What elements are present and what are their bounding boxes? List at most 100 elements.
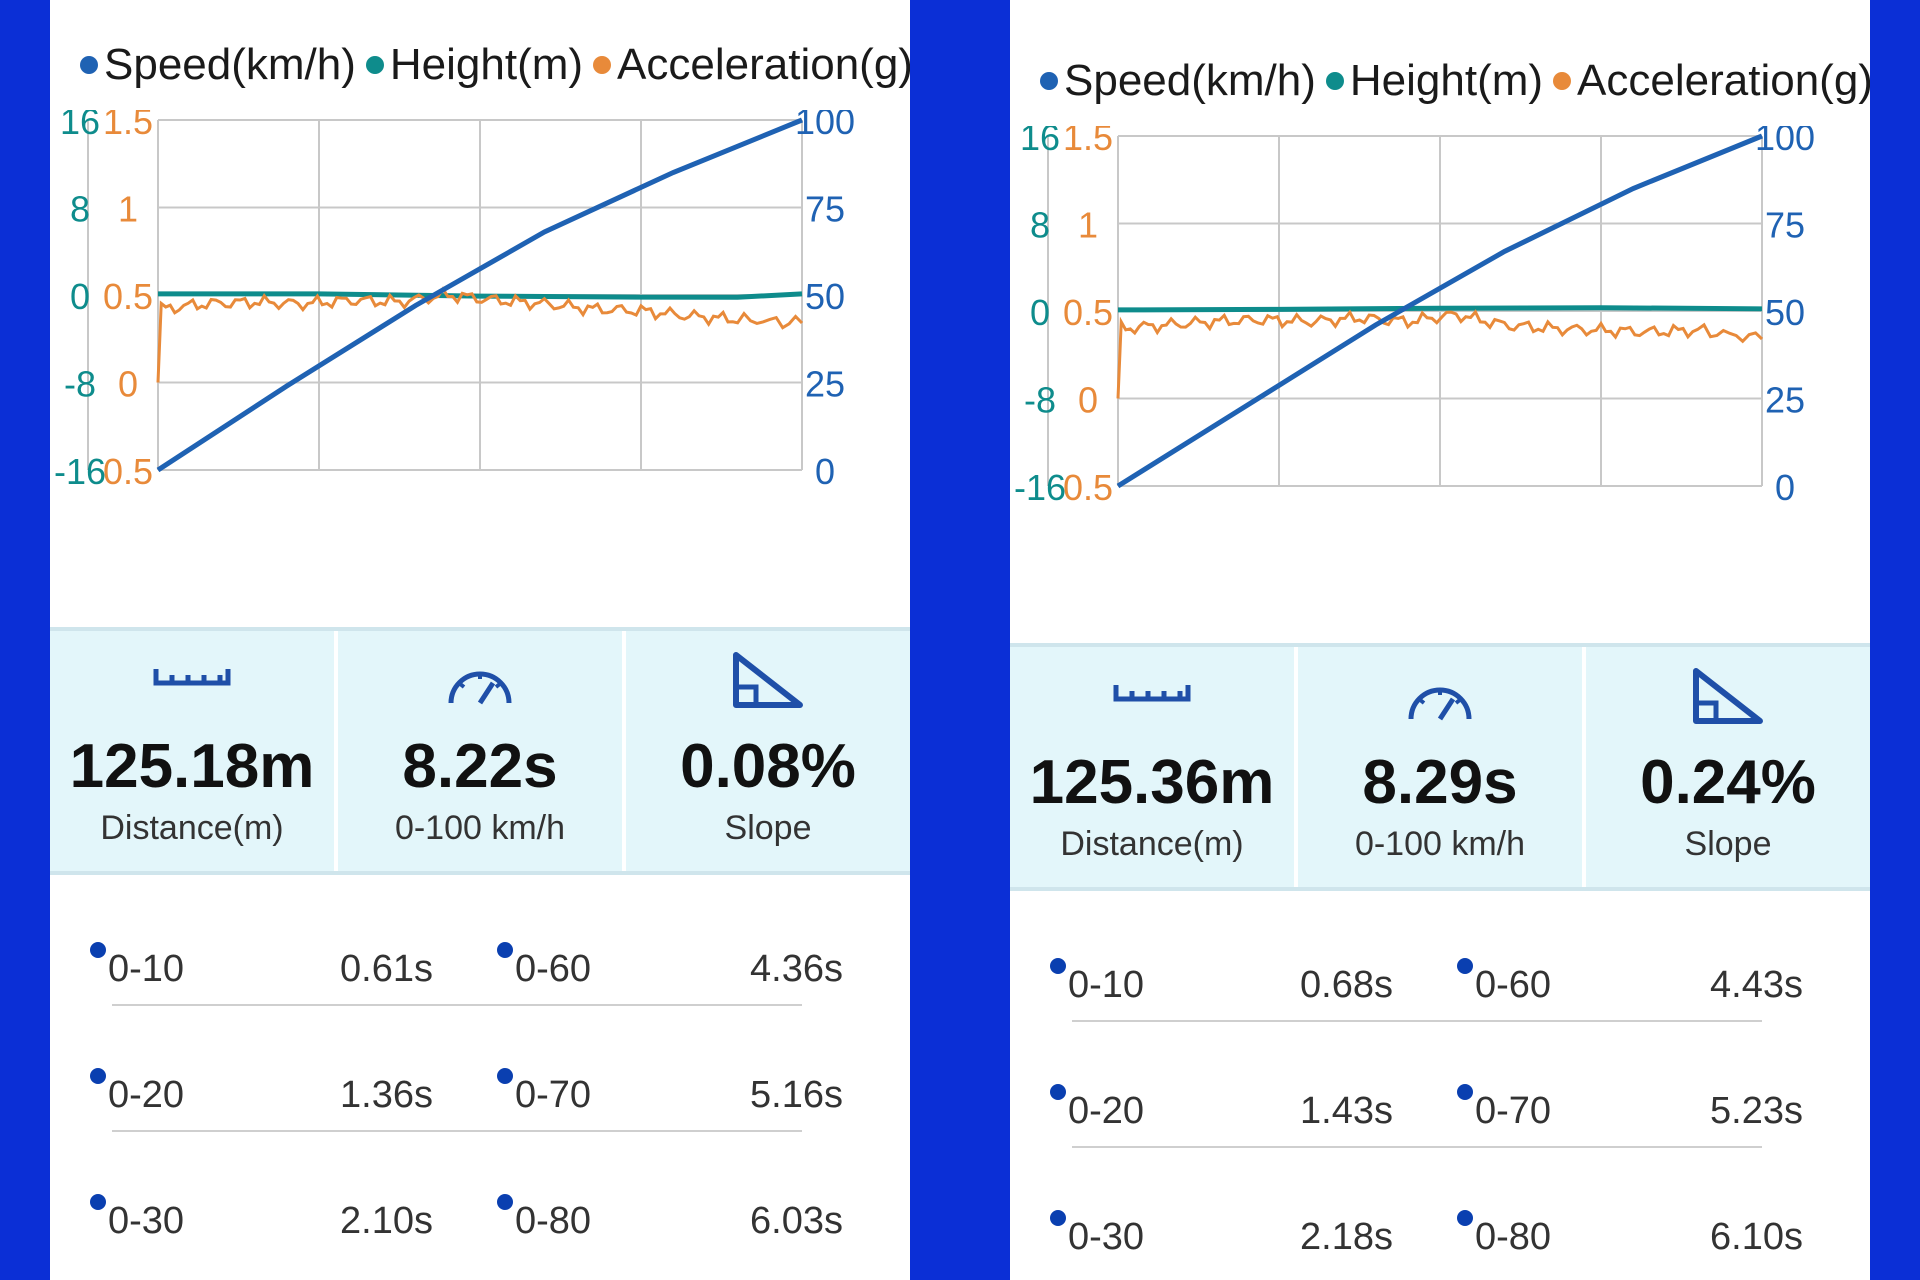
split-time: 1.43s bbox=[1300, 1090, 1393, 1132]
result-panel-left: Speed(km/h) Height(m) Acceleration(g) 16… bbox=[50, 0, 910, 1280]
bullet-icon bbox=[1050, 958, 1066, 974]
result-panel-right: Speed(km/h) Height(m) Acceleration(g) 16… bbox=[1010, 0, 1870, 1280]
bullet-icon bbox=[1457, 1210, 1473, 1226]
height-series-line bbox=[158, 291, 803, 300]
speed-tick-label: 50 bbox=[1765, 292, 1805, 333]
chart-legend: Speed(km/h) Height(m) Acceleration(g) bbox=[1040, 56, 1870, 106]
distance-value: 125.36m bbox=[1029, 748, 1275, 817]
speed-series-line bbox=[1116, 133, 1763, 489]
height-dot-icon bbox=[1325, 72, 1344, 90]
split-label: 0-70 bbox=[1475, 1090, 1552, 1132]
list-item: 0-10 0.68s 0-60 4.43s bbox=[1010, 896, 1870, 1022]
divider bbox=[1072, 1146, 1762, 1148]
legend-speed[interactable]: Speed(km/h) bbox=[80, 40, 356, 90]
chart-svg: 16 8 0 -8 -16 1.5 1 0.5 0 0.5 100 75 50 25 0 bbox=[1014, 126, 1815, 508]
split-time: 5.23s bbox=[1710, 1090, 1803, 1132]
performance-chart: 16 8 0 -8 -16 1.5 1 0.5 0 0.5 100 75 50 25 0 bbox=[1010, 126, 1870, 626]
legend-acceleration[interactable]: Acceleration(g) bbox=[593, 40, 910, 90]
stat-slope: 0.24% Slope bbox=[1586, 647, 1870, 887]
legend-height[interactable]: Height(m) bbox=[1325, 56, 1543, 106]
legend-speed[interactable]: Speed(km/h) bbox=[1040, 56, 1316, 106]
speed-series-line bbox=[156, 117, 803, 473]
acceleration-tick-label: 0.5 bbox=[1063, 467, 1113, 508]
bullet-icon bbox=[497, 942, 513, 958]
height-tick-label: -16 bbox=[54, 451, 106, 492]
performance-chart: 16 8 0 -8 -16 1.5 1 0.5 0 0.5 100 75 50 25 0 bbox=[50, 110, 910, 610]
legend-acceleration[interactable]: Acceleration(g) bbox=[1553, 56, 1870, 106]
split-label: 0-60 bbox=[1475, 964, 1552, 1006]
split-time: 0.68s bbox=[1300, 964, 1393, 1006]
list-item: 0-30 2.18s 0-80 6.10s bbox=[1010, 1148, 1870, 1274]
split-label: 0-20 bbox=[108, 1074, 185, 1116]
bullet-icon bbox=[90, 1068, 106, 1084]
height-tick-label: 8 bbox=[1030, 205, 1050, 246]
divider bbox=[1072, 1020, 1762, 1022]
acceleration-tick-label: 0.5 bbox=[103, 276, 153, 317]
split-label: 0-60 bbox=[515, 948, 592, 990]
speed-tick-label: 25 bbox=[1765, 380, 1805, 421]
slope-icon bbox=[730, 651, 806, 716]
split-label: 0-20 bbox=[1068, 1090, 1145, 1132]
divider bbox=[112, 1130, 802, 1132]
speed-tick-label: 75 bbox=[1765, 205, 1805, 246]
distance-label: Distance(m) bbox=[100, 809, 284, 847]
list-item: 0-10 0.61s 0-60 4.36s bbox=[50, 880, 910, 1006]
height-tick-label: -8 bbox=[1024, 380, 1056, 421]
stats-bar: 125.36m Distance(m) 8.29s 0-100 km/h 0.2… bbox=[1010, 643, 1870, 891]
split-time: 2.10s bbox=[340, 1200, 433, 1242]
divider bbox=[112, 1004, 802, 1006]
ruler-icon bbox=[152, 661, 232, 696]
height-tick-label: 16 bbox=[60, 110, 100, 142]
acceleration-series-line bbox=[1116, 309, 1764, 399]
time-value: 8.29s bbox=[1362, 748, 1518, 817]
split-time: 1.36s bbox=[340, 1074, 433, 1116]
ruler-icon bbox=[1112, 677, 1192, 712]
acceleration-tick-label: 0.5 bbox=[103, 451, 153, 492]
speedometer-icon bbox=[445, 661, 515, 712]
slope-label: Slope bbox=[1684, 825, 1772, 863]
speed-tick-label: 0 bbox=[815, 451, 835, 492]
height-tick-label: -16 bbox=[1014, 467, 1066, 508]
acceleration-tick-label: 1.5 bbox=[1063, 126, 1113, 158]
bullet-icon bbox=[1457, 1084, 1473, 1100]
list-item: 0-20 1.43s 0-70 5.23s bbox=[1010, 1022, 1870, 1148]
height-tick-label: 8 bbox=[70, 189, 90, 230]
split-time: 2.18s bbox=[1300, 1216, 1393, 1258]
list-item: 0-30 2.10s 0-80 6.03s bbox=[50, 1132, 910, 1258]
slope-value: 0.24% bbox=[1640, 748, 1816, 817]
speed-dot-icon bbox=[1040, 72, 1058, 90]
speed-tick-label: 75 bbox=[805, 189, 845, 230]
speed-tick-label: 0 bbox=[1775, 467, 1795, 508]
height-tick-label: 0 bbox=[70, 276, 90, 317]
split-label: 0-30 bbox=[108, 1200, 185, 1242]
acceleration-tick-label: 0 bbox=[1078, 380, 1098, 421]
split-time: 4.43s bbox=[1710, 964, 1803, 1006]
stat-acceleration-time: 8.29s 0-100 km/h bbox=[1298, 647, 1586, 887]
distance-value: 125.18m bbox=[69, 732, 315, 801]
height-dot-icon bbox=[365, 56, 384, 74]
speed-tick-label: 25 bbox=[805, 364, 845, 405]
speed-tick-label: 100 bbox=[795, 110, 855, 142]
split-label: 0-10 bbox=[108, 948, 185, 990]
acceleration-dot-icon bbox=[1553, 72, 1572, 90]
bullet-icon bbox=[1050, 1210, 1066, 1226]
list-item: 0-20 1.36s 0-70 5.16s bbox=[50, 1006, 910, 1132]
speed-tick-label: 100 bbox=[1755, 126, 1815, 158]
acceleration-dot-icon bbox=[593, 56, 612, 74]
split-time: 0.61s bbox=[340, 948, 433, 990]
split-label: 0-80 bbox=[515, 1200, 592, 1242]
height-tick-label: 0 bbox=[1030, 292, 1050, 333]
slope-icon bbox=[1690, 667, 1766, 732]
height-tick-label: -8 bbox=[64, 364, 96, 405]
split-label: 0-80 bbox=[1475, 1216, 1552, 1258]
speedometer-icon bbox=[1405, 677, 1475, 728]
bullet-icon bbox=[497, 1068, 513, 1084]
speed-dot-icon bbox=[80, 56, 98, 74]
speed-tick-label: 50 bbox=[805, 276, 845, 317]
split-label: 0-30 bbox=[1068, 1216, 1145, 1258]
stat-acceleration-time: 8.22s 0-100 km/h bbox=[338, 631, 626, 871]
chart-svg: 16 8 0 -8 -16 1.5 1 0.5 0 0.5 100 75 50 25 0 bbox=[54, 110, 855, 492]
acceleration-tick-label: 1.5 bbox=[103, 110, 153, 142]
split-time: 4.36s bbox=[750, 948, 843, 990]
legend-height[interactable]: Height(m) bbox=[365, 40, 583, 90]
